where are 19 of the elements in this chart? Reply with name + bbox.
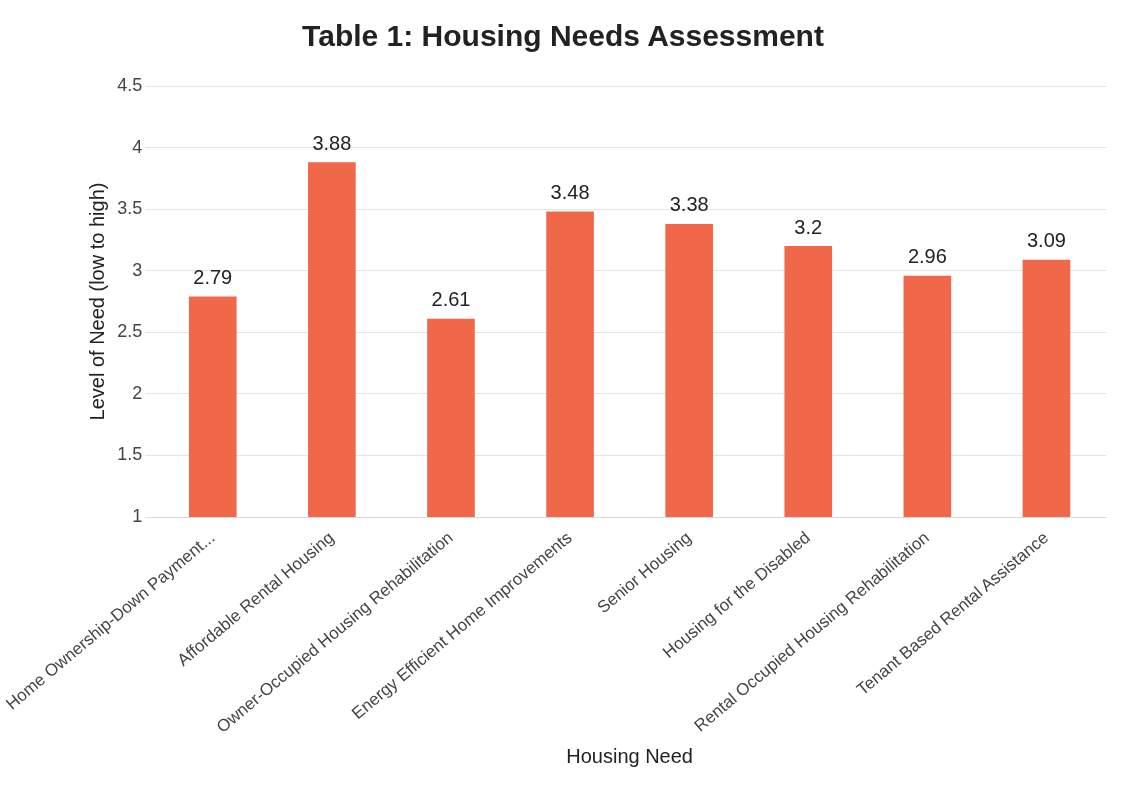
data-label: 3.48 [550, 181, 590, 204]
data-label: 2.96 [907, 245, 947, 268]
data-label: 3.88 [312, 131, 352, 154]
y-tick-label: 1 [132, 505, 143, 526]
data-label: 3.2 [794, 215, 823, 238]
y-tick-label: 3 [132, 259, 143, 280]
chart-title: Table 1: Housing Needs Assessment [302, 19, 824, 53]
data-label: 2.79 [193, 266, 233, 289]
y-tick-label: 3.5 [117, 198, 143, 219]
data-label: 2.61 [431, 288, 471, 311]
y-tick-label: 2.5 [117, 321, 143, 342]
y-tick-label: 2 [132, 382, 143, 403]
y-axis-title: Level of Need (low to high) [85, 182, 108, 421]
data-label: 3.38 [669, 193, 709, 216]
y-tick-label: 1.5 [117, 444, 143, 465]
data-label: 3.09 [1026, 229, 1066, 252]
x-axis-title: Housing Need [566, 744, 693, 767]
y-tick-label: 4.5 [117, 74, 143, 95]
y-tick-label: 4 [132, 136, 143, 157]
